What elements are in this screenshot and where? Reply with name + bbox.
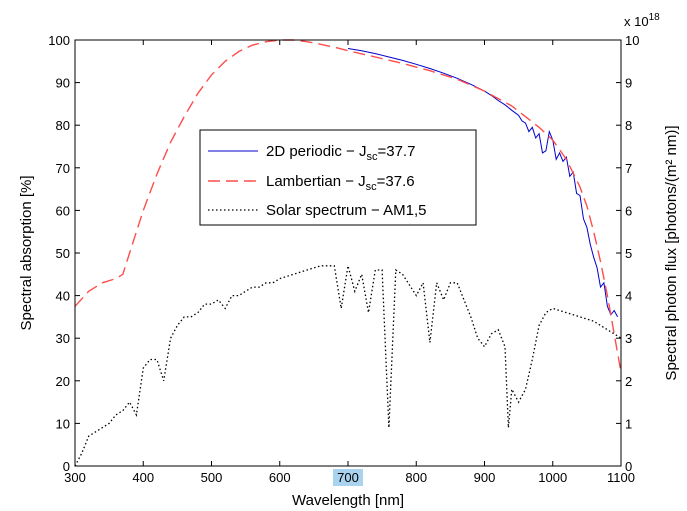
y-left-tick-label: 0 xyxy=(63,459,70,474)
legend-text-solar-spectrum: Solar spectrum − AM1,5 xyxy=(266,202,427,219)
series-line-2d-periodic xyxy=(347,48,619,318)
y-right-tick-label: 5 xyxy=(625,246,632,261)
y-left-tick-label: 30 xyxy=(56,331,70,346)
series-layer xyxy=(74,39,622,467)
y-left-tick-label: 50 xyxy=(56,246,70,261)
series-line-lambertian xyxy=(74,39,622,373)
x-tick-label: 300 xyxy=(64,470,86,485)
y-left-tick-label: 10 xyxy=(56,416,70,431)
series-line-solar-spectrum xyxy=(74,265,622,467)
legend-box xyxy=(199,129,477,226)
y-right-tick-label: 1 xyxy=(625,416,632,431)
plot-background xyxy=(75,40,621,466)
y-left-tick-label: 90 xyxy=(56,76,70,91)
y-right-tick-label: 8 xyxy=(625,118,632,133)
y-right-tick-label: 3 xyxy=(625,331,632,346)
legend-text-lambertian: Lambertian − Jsc=37.6 xyxy=(266,173,415,193)
y-right-tick-label: 9 xyxy=(625,76,632,91)
legend-text-2d-periodic: 2D periodic − Jsc=37.7 xyxy=(266,143,415,163)
x-tick-label: 400 xyxy=(132,470,154,485)
x-tick-highlight xyxy=(333,469,363,486)
right-axis-exponent: x 1018 xyxy=(624,12,660,29)
x-tick-label: 1000 xyxy=(538,470,567,485)
y-axis-right-label: Spectral photon flux [photons/(m² nm)] xyxy=(663,125,680,380)
legend: 2D periodic − Jsc=37.7 Lambertian − Jsc=… xyxy=(199,129,477,226)
y-left-tick-label: 80 xyxy=(56,118,70,133)
y-left-tick-label: 70 xyxy=(56,161,70,176)
y-right-tick-label: 10 xyxy=(625,33,639,48)
x-tick-label: 800 xyxy=(405,470,427,485)
x-tick-label: 1100 xyxy=(607,470,635,485)
y-right-tick-label: 7 xyxy=(625,161,632,176)
ticks-layer: 300 400 500 600 700 800 900 1000 110001020304050… xyxy=(48,33,639,485)
x-tick-label: 600 xyxy=(269,470,291,485)
y-left-tick-label: 100 xyxy=(48,33,70,48)
y-left-tick-label: 20 xyxy=(56,374,70,389)
x-axis-label: Wavelength [nm] xyxy=(292,492,404,509)
x-tick-label: 700 xyxy=(337,470,359,485)
y-left-tick-label: 40 xyxy=(56,289,70,304)
y-right-tick-label: 4 xyxy=(625,289,632,304)
x-tick-label: 500 xyxy=(201,470,223,485)
x-tick-label: 900 xyxy=(474,470,496,485)
y-axis-left-label: Spectral absorption [%] xyxy=(18,175,35,330)
y-right-tick-label: 0 xyxy=(625,459,632,474)
y-right-tick-label: 6 xyxy=(625,203,632,218)
y-left-tick-label: 60 xyxy=(56,203,70,218)
plot-frame xyxy=(74,39,622,467)
y-right-tick-label: 2 xyxy=(625,374,632,389)
